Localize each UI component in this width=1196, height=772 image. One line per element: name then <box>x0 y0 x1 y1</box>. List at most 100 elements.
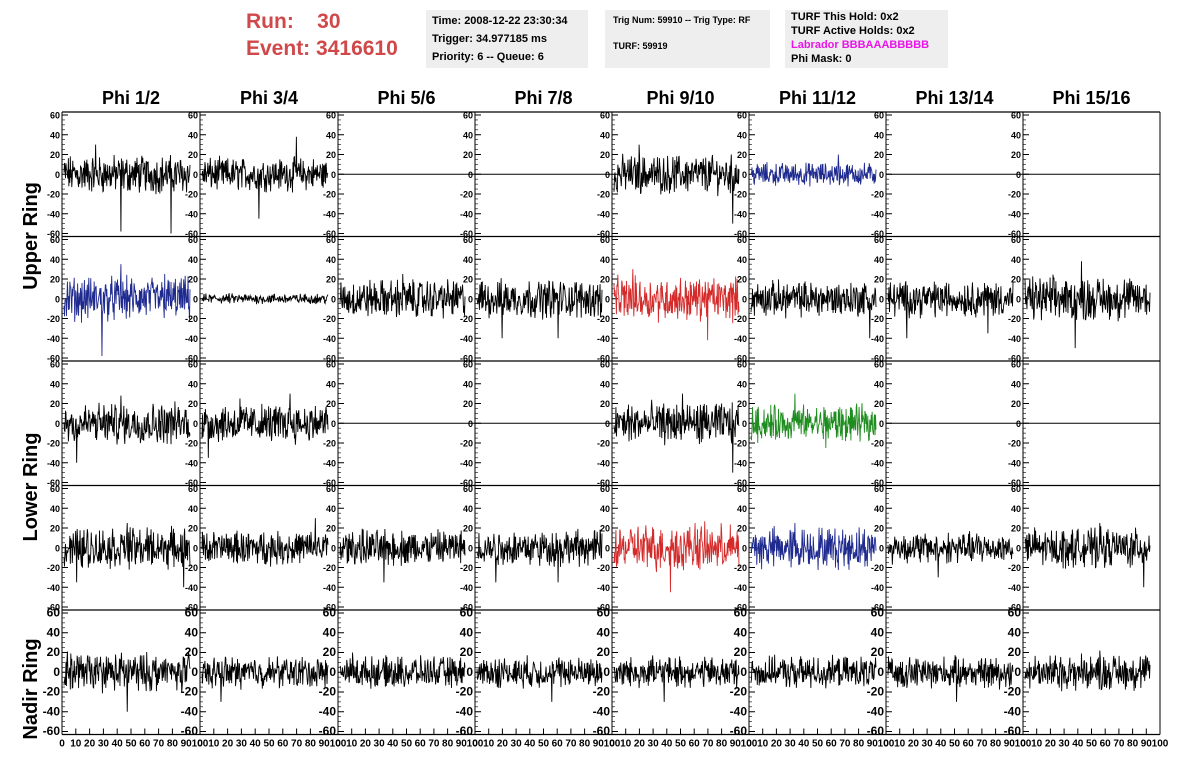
x-tick-label: 50 <box>949 739 961 750</box>
y-tick-label: 60 <box>326 111 336 121</box>
x-tick-label: 40 <box>1072 739 1084 750</box>
y-tick-label: 60 <box>188 484 198 494</box>
waveform-trace <box>63 395 191 463</box>
y-tick-label: 20 <box>737 150 747 160</box>
y-tick-label: -40 <box>597 583 610 593</box>
x-tick-label: 60 <box>415 739 427 750</box>
y-tick-label: -20 <box>734 190 747 200</box>
y-tick-label: -20 <box>1008 190 1021 200</box>
y-tick-label: 40 <box>188 255 198 265</box>
y-tick-label: 0 <box>331 294 336 304</box>
y-tick-label: -20 <box>593 685 611 699</box>
y-tick-label: 0 <box>742 543 747 553</box>
y-tick-label: 40 <box>326 379 336 389</box>
y-tick-label: 0 <box>605 170 610 180</box>
y-tick-label: 60 <box>597 606 611 620</box>
y-tick-label: -60 <box>1008 354 1021 364</box>
y-tick-label: 40 <box>463 255 473 265</box>
x-tick-label: 0 <box>883 739 889 750</box>
y-tick-label: -20 <box>597 563 610 573</box>
x-tick-label: 30 <box>922 739 934 750</box>
y-tick-label: 20 <box>1011 275 1021 285</box>
x-tick-label: 100 <box>330 739 347 750</box>
x-tick-label: 90 <box>867 739 879 750</box>
y-tick-label: 20 <box>463 150 473 160</box>
x-tick-label: 0 <box>746 739 752 750</box>
y-tick-label: 60 <box>1011 111 1021 121</box>
y-tick-label: -40 <box>597 334 610 344</box>
waveform-trace <box>887 281 1014 339</box>
y-tick-label: 40 <box>1011 130 1021 140</box>
y-tick-label: -60 <box>460 478 473 488</box>
y-tick-label: -20 <box>597 439 610 449</box>
x-tick-label: 20 <box>84 739 96 750</box>
y-tick-label: 40 <box>188 504 198 514</box>
time-text: Time: 2008-12-22 23:30:34 <box>432 15 568 27</box>
y-tick-label: -60 <box>871 229 884 239</box>
x-tick-label: 0 <box>197 739 203 750</box>
waveform-trace <box>201 293 329 305</box>
y-tick-label: 60 <box>50 235 60 245</box>
y-tick-label: 0 <box>55 419 60 429</box>
time-info-box: Time: 2008-12-22 23:30:34 Trigger: 34.97… <box>426 10 588 68</box>
y-tick-label: 20 <box>734 645 748 659</box>
y-tick-label: 60 <box>1011 235 1021 245</box>
y-tick-label: 60 <box>463 360 473 370</box>
x-tick-label: 50 <box>675 739 687 750</box>
x-tick-label: 30 <box>511 739 523 750</box>
y-tick-label: 40 <box>188 130 198 140</box>
y-tick-label: 0 <box>879 419 884 429</box>
waveform-trace <box>63 264 191 357</box>
y-tick-label: -60 <box>185 478 198 488</box>
y-tick-label: -20 <box>1008 439 1021 449</box>
y-tick-label: 0 <box>468 543 473 553</box>
y-tick-label: 40 <box>734 625 748 639</box>
waveform-trace <box>63 651 191 712</box>
column-header: Phi 1/2 <box>102 88 160 108</box>
y-tick-label: -40 <box>871 458 884 468</box>
x-tick-label: 10 <box>208 739 220 750</box>
y-tick-label: -20 <box>460 314 473 324</box>
waveform-trace <box>613 269 740 341</box>
y-tick-label: -40 <box>1004 704 1022 718</box>
y-tick-label: 20 <box>326 150 336 160</box>
y-tick-label: 60 <box>874 484 884 494</box>
y-tick-label: -60 <box>323 603 336 613</box>
y-tick-label: 60 <box>737 235 747 245</box>
y-tick-label: -40 <box>1008 334 1021 344</box>
waveform-trace <box>613 393 740 473</box>
y-tick-label: 40 <box>463 379 473 389</box>
y-tick-label: -60 <box>47 354 60 364</box>
x-tick-label: 10 <box>620 739 632 750</box>
y-tick-label: 40 <box>50 130 60 140</box>
y-tick-label: -40 <box>1008 583 1021 593</box>
y-tick-label: -60 <box>1008 229 1021 239</box>
y-tick-label: -40 <box>867 704 885 718</box>
y-tick-label: -40 <box>43 704 61 718</box>
event-line: Event: 3416610 <box>246 35 416 62</box>
y-tick-label: -60 <box>730 724 748 738</box>
y-tick-label: 60 <box>185 606 199 620</box>
y-tick-label: -40 <box>460 209 473 219</box>
event-label: Event: <box>246 37 311 60</box>
y-tick-label: 40 <box>871 625 885 639</box>
y-tick-label: -60 <box>1008 478 1021 488</box>
waveform-trace <box>476 528 603 583</box>
waveform-trace <box>750 654 877 689</box>
y-tick-label: -60 <box>319 724 337 738</box>
y-tick-label: 40 <box>737 130 747 140</box>
x-tick-label: 90 <box>319 739 331 750</box>
y-tick-label: 60 <box>463 235 473 245</box>
x-tick-label: 40 <box>250 739 262 750</box>
x-tick-label: 10 <box>1031 739 1043 750</box>
y-tick-label: 0 <box>468 170 473 180</box>
x-tick-label: 30 <box>648 739 660 750</box>
y-tick-label: -40 <box>1008 458 1021 468</box>
y-tick-label: 20 <box>47 645 61 659</box>
y-tick-label: 60 <box>737 360 747 370</box>
y-tick-label: 40 <box>50 504 60 514</box>
y-tick-label: -40 <box>47 583 60 593</box>
y-tick-label: -20 <box>185 314 198 324</box>
x-tick-label: 30 <box>374 739 386 750</box>
